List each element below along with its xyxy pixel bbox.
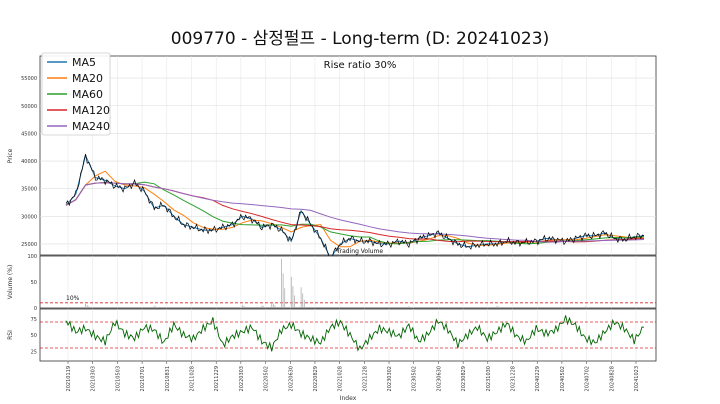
rsi-y-label: RSI [7,330,14,340]
legend-label-ma120: MA120 [72,104,110,117]
x-tick-label-6: 20211229 [214,366,220,391]
legend: MA5 MA20 MA60 MA120 MA240 [41,52,111,136]
trading-volume-label: Trading Volume [336,248,384,255]
x-tick-label-15: 20230630 [436,366,442,391]
volume-threshold-label: 10% [66,295,80,302]
rsi-y-tick-1: 50 [31,333,37,339]
x-tick-label-22: 20240828 [609,366,615,391]
ma-line-ma240 [65,182,645,243]
volume-y-tick-1: 50 [31,280,37,286]
volume-bars [85,258,589,308]
x-tick-label-0: 20210119 [66,366,72,391]
price-y-ticks: 25000 30000 35000 40000 45000 50000 55000 [21,76,37,248]
price-y-label: Price [7,148,14,163]
x-tick-label-16: 20230829 [461,366,467,391]
x-tick-label-8: 20220502 [264,366,270,391]
x-tick-label-7: 20220303 [239,366,245,391]
x-tick-label-13: 20230302 [387,366,393,391]
x-tick-label-10: 20220829 [313,366,319,391]
price-panel: 25000 30000 35000 40000 45000 50000 55000 Pric… [7,52,657,259]
rsi-panel: 25 50 75 RSI [7,308,657,362]
price-y-tick-6: 55000 [21,76,37,82]
legend-label-ma60: MA60 [72,88,103,101]
x-tick-label-19: 20240229 [535,366,541,391]
x-tick-label-23: 20241023 [634,366,640,391]
legend-label-ma240: MA240 [72,120,110,133]
legend-box [41,52,111,136]
rsi-grid [67,309,637,361]
x-tick-label-11: 20221028 [338,366,344,391]
x-tick-label-9: 20220630 [288,366,294,391]
x-tick-label-1: 20210303 [91,366,97,391]
x-axis-label: Index [340,395,357,402]
x-tick-label-18: 20231228 [511,366,517,391]
rsi-line [65,315,645,352]
price-y-tick-5: 50000 [21,104,37,110]
price-y-tick-3: 40000 [21,159,37,165]
chart-title: 009770 - 삼정펄프 - Long-term (D: 20241023) [171,29,549,49]
x-tick-label-20: 20240502 [560,366,566,391]
x-tick-labels: 20210119 20210303 20210503 20210701 20210831… [66,361,640,391]
close-price-line [65,153,645,259]
rsi-y-tick-2: 75 [31,317,37,323]
volume-y-ticks: 0 50 100 [27,254,37,312]
volume-y-tick-2: 100 [27,254,37,260]
volume-grid [67,256,637,308]
legend-label-ma5: MA5 [72,56,96,69]
x-tick-label-4: 20210831 [165,366,171,391]
volume-panel: 0 50 100 Volume (%) 10% [7,254,657,312]
price-y-tick-1: 30000 [21,214,37,220]
x-tick-label-21: 20240702 [585,366,591,391]
volume-axes-frame [39,255,657,309]
volume-y-label: Volume (%) [7,265,14,300]
price-axes-frame [39,55,657,256]
x-tick-label-3: 20210701 [140,366,146,391]
legend-label-ma20: MA20 [72,72,103,85]
volume-y-tick-0: 0 [34,306,37,312]
x-tick-label-17: 20231030 [486,366,492,391]
close-price-line-group [65,153,645,259]
price-y-tick-4: 45000 [21,131,37,137]
x-tick-label-5: 20211028 [189,366,195,391]
price-y-tick-2: 35000 [21,187,37,193]
x-tick-label-2: 20210503 [115,366,121,391]
x-tick-label-14: 20230502 [412,366,418,391]
price-grid [40,56,656,255]
rsi-y-ticks: 25 50 75 [31,317,37,356]
rsi-y-tick-0: 25 [31,349,37,355]
x-tick-label-12: 20221228 [362,366,368,391]
price-y-tick-0: 25000 [21,242,37,248]
rise-ratio-annotation: Rise ratio 30% [324,60,397,71]
